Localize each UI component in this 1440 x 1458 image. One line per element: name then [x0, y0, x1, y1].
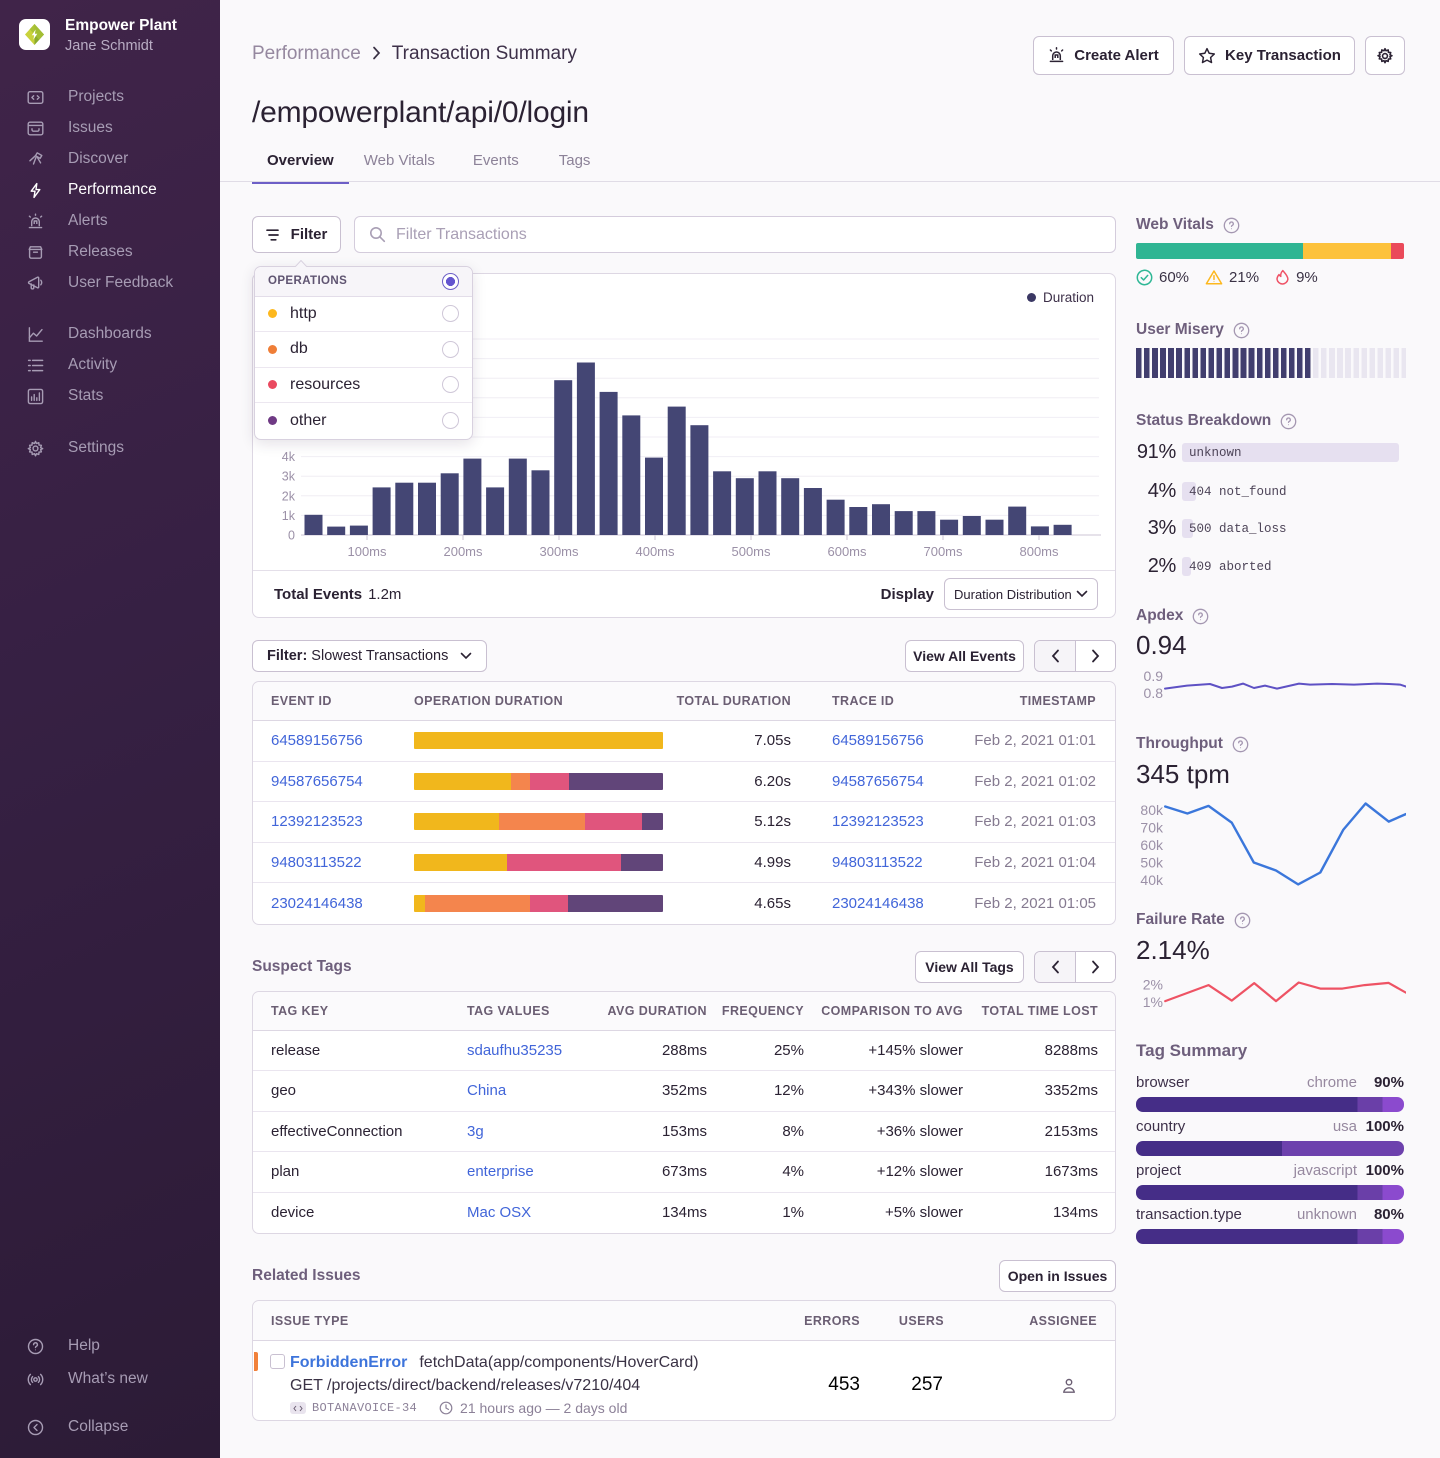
svg-text:3k: 3k: [282, 470, 296, 484]
svg-text:0.8: 0.8: [1144, 685, 1164, 701]
svg-text:50k: 50k: [1140, 855, 1164, 871]
svg-text:400ms: 400ms: [635, 544, 675, 559]
svg-text:1%: 1%: [1143, 994, 1163, 1010]
svg-text:1k: 1k: [282, 509, 296, 523]
svg-text:100ms: 100ms: [347, 544, 387, 559]
svg-text:70k: 70k: [1140, 820, 1164, 836]
svg-text:0.9: 0.9: [1144, 668, 1164, 684]
svg-text:0: 0: [288, 529, 295, 543]
svg-text:2k: 2k: [282, 489, 296, 503]
svg-text:800ms: 800ms: [1019, 544, 1059, 559]
svg-text:200ms: 200ms: [443, 544, 483, 559]
svg-text:40k: 40k: [1140, 872, 1164, 888]
svg-text:600ms: 600ms: [827, 544, 867, 559]
svg-text:60k: 60k: [1140, 837, 1164, 853]
svg-text:80k: 80k: [1140, 802, 1164, 818]
svg-text:2%: 2%: [1143, 977, 1163, 993]
svg-text:700ms: 700ms: [923, 544, 963, 559]
svg-text:500ms: 500ms: [731, 544, 771, 559]
svg-text:300ms: 300ms: [539, 544, 579, 559]
svg-text:4k: 4k: [282, 450, 296, 464]
